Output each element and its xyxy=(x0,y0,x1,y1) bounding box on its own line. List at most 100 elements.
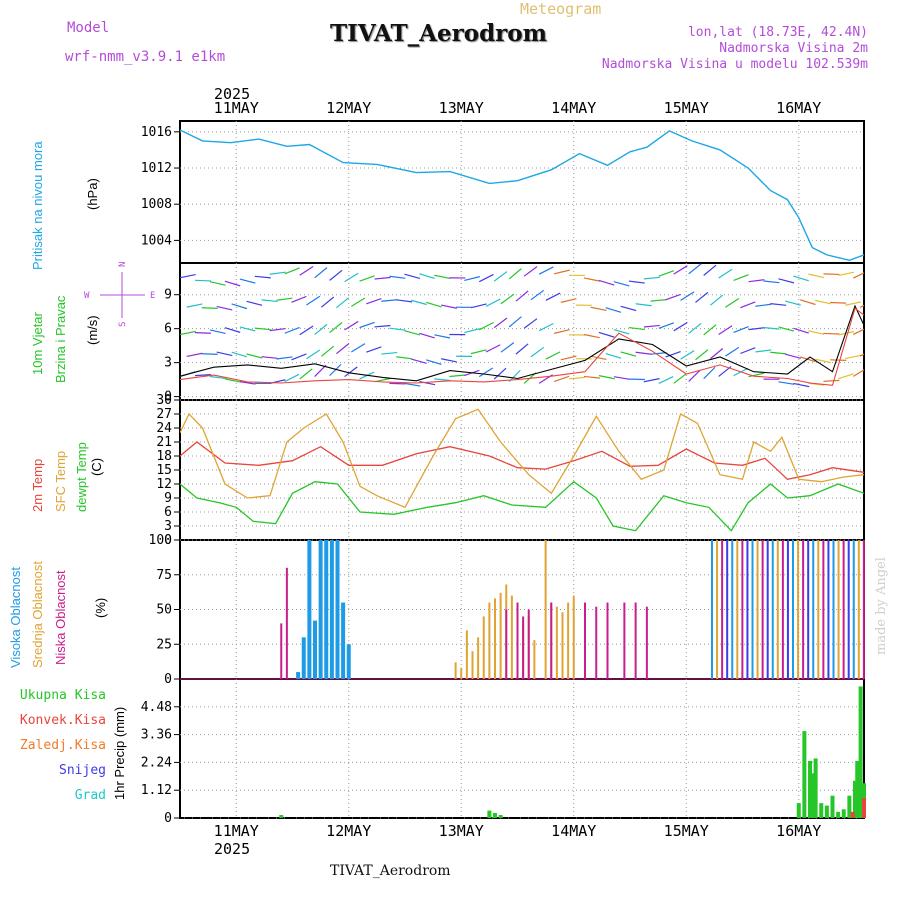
y-tick-label: 75 xyxy=(156,568,172,583)
wind-arrow xyxy=(755,349,772,353)
wind-arrow xyxy=(778,278,795,284)
y-tick-label: 0 xyxy=(164,811,172,826)
wind-arrow xyxy=(695,349,709,361)
day-label-top: 16MAY xyxy=(776,99,821,117)
day-label-top: 13MAY xyxy=(439,99,484,117)
wind-arrow xyxy=(216,351,233,357)
precip-bar-total xyxy=(830,795,835,818)
wind-arrow xyxy=(209,329,226,335)
wind-arrow xyxy=(643,276,660,280)
y-tick-label: 21 xyxy=(156,435,172,450)
wind-arrow xyxy=(284,326,300,334)
precip-unit-label: 1hr Precip (mm) xyxy=(112,707,127,800)
wind-arrow xyxy=(665,350,681,358)
wind-arrow xyxy=(440,304,457,309)
cloud-bar-dense xyxy=(786,540,789,679)
wind-arrow xyxy=(321,345,335,357)
precip-bar-total xyxy=(841,809,846,818)
cloud-bar-dense xyxy=(812,540,815,679)
precip-bar-total xyxy=(493,813,497,818)
wind-arrow xyxy=(389,275,406,279)
compass-south: S xyxy=(118,322,128,327)
wind-arrow xyxy=(643,324,660,328)
wind-speed-line xyxy=(180,304,864,382)
year-label-bottom: 2025 xyxy=(214,840,250,858)
wind-arrow xyxy=(710,294,724,306)
wind-arrow xyxy=(605,307,622,313)
wind-arrow xyxy=(808,330,825,335)
compass-east: E xyxy=(150,291,155,301)
tick-labels: 11MAY 11MAY 12MAY 12MAY 13MAY 13MAY 14MAY 14MAY… xyxy=(141,99,822,840)
wind-arrow xyxy=(299,325,314,336)
cloud-bar-low xyxy=(280,623,283,679)
wind-arrow xyxy=(261,299,278,303)
wind-arrow xyxy=(329,363,342,377)
wind-arrow xyxy=(404,330,421,336)
wind-arrow xyxy=(254,327,271,331)
meteogram-label: Meteogram xyxy=(520,0,602,18)
wind-arrow xyxy=(620,305,637,312)
wind-arrow xyxy=(740,301,756,309)
day-label-bottom: 11MAY xyxy=(214,822,259,840)
wind-arrow xyxy=(434,378,451,382)
cloud-bar-dense xyxy=(827,540,830,679)
wind-arrow xyxy=(269,327,286,332)
wind-arrow xyxy=(276,356,293,360)
wind-arrow xyxy=(800,299,816,306)
temp-sfc-line xyxy=(180,408,864,509)
wind-side-label-2: Brzina i Pravac xyxy=(53,295,68,383)
wind-arrow xyxy=(425,301,442,308)
wind-arrow xyxy=(434,274,451,280)
pressure-line xyxy=(180,129,864,262)
cloud-bar-low xyxy=(595,606,598,679)
y-tick-label: 1004 xyxy=(141,233,172,248)
y-tick-label: 50 xyxy=(156,603,172,618)
cloud-bar-high xyxy=(335,540,340,679)
wind-arrow xyxy=(329,322,343,334)
y-tick-label: 24 xyxy=(156,421,172,436)
cloud-bar-dense xyxy=(721,540,724,679)
wind-arrow xyxy=(583,375,600,379)
wind-arrow xyxy=(194,374,211,377)
cloud-bar-mid xyxy=(555,606,558,679)
cloud-bar-low xyxy=(584,602,586,679)
wind-arrow xyxy=(688,369,701,382)
cloud-bar-mid xyxy=(465,630,468,679)
wind-arrow xyxy=(613,329,630,335)
legend-snow: Snijeg xyxy=(59,763,106,778)
wind-arrow xyxy=(434,334,451,339)
wind-arrow xyxy=(793,275,809,282)
cloud-bar-dense xyxy=(766,540,769,679)
cloud-bar-dense xyxy=(852,540,855,679)
wind-arrow xyxy=(478,367,494,378)
precip-legend: Ukupna Kisa Konvek.Kisa Zaledj.Kisa Snij… xyxy=(20,688,106,803)
wind-arrow xyxy=(545,292,561,301)
wind-arrow xyxy=(748,327,765,331)
wind-arrow xyxy=(583,277,600,282)
wind-arrow xyxy=(366,346,382,353)
y-tick-label: 2.24 xyxy=(141,755,172,770)
wind-arrow xyxy=(688,263,702,275)
wind-arrow xyxy=(673,265,688,275)
wind-arrow xyxy=(763,326,780,330)
wind-arrow xyxy=(508,316,522,328)
precip-bar-total xyxy=(858,686,863,818)
wind-arrow xyxy=(844,354,861,360)
wind-arrow xyxy=(545,351,561,360)
wind-arrow xyxy=(643,378,660,383)
y-tick-label: 0 xyxy=(164,390,172,405)
cloud-bar-mid xyxy=(561,612,564,679)
legend-total-rain: Ukupna Kisa xyxy=(20,688,106,703)
wind-arrow xyxy=(284,373,300,383)
precip-bar-total xyxy=(813,758,818,818)
wind-arrow xyxy=(748,279,765,283)
cloud-bar-dense xyxy=(807,540,810,679)
wind-arrow xyxy=(785,353,801,359)
wind-arrow xyxy=(598,331,615,338)
wind-arrow xyxy=(374,276,391,280)
y-tick-label: 30 xyxy=(156,393,172,408)
wind-arrow xyxy=(755,303,772,307)
wind-arrow xyxy=(224,378,241,383)
precip-bar-total xyxy=(836,811,841,818)
wind-arrow xyxy=(710,348,724,360)
